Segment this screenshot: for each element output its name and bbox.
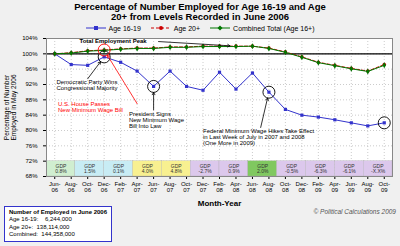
svg-text:84%: 84% — [25, 112, 38, 118]
svg-text:Apr-09: Apr-09 — [329, 181, 340, 193]
svg-text:92%: 92% — [25, 81, 38, 87]
svg-text:GDP0.9%: GDP0.9% — [228, 163, 240, 174]
html-text:Age 16-19: 6,244,000 Age 20+:: Age 16-19: 6,244,000 Age 20+: 138,114,00… — [9, 216, 75, 238]
svg-text:GDP-6.3%: GDP-6.3% — [314, 163, 328, 174]
svg-text:GDP2.0%: GDP2.0% — [257, 163, 269, 174]
svg-text:GDP4.8%: GDP4.8% — [171, 163, 183, 174]
svg-text:Oct-07: Oct-07 — [181, 181, 192, 193]
svg-text:GDP0.8%: GDP0.8% — [55, 163, 67, 174]
html-text:Age 16-19: Age 16-19 — [108, 24, 141, 32]
svg-text:Feb-07: Feb-07 — [114, 181, 126, 193]
svg-text:76%: 76% — [25, 143, 38, 149]
svg-text:96%: 96% — [25, 66, 38, 72]
html-text:Percentage of Number Employed: Percentage of Number Employed for Age 16… — [74, 1, 326, 23]
svg-text:100%: 100% — [22, 51, 38, 57]
svg-text:Month-Year: Month-Year — [198, 198, 242, 207]
svg-text:GDP-0.5%: GDP-0.5% — [285, 163, 299, 174]
svg-text:GDP-6.1%: GDP-6.1% — [343, 163, 357, 174]
svg-text:Democratic Party WinsCongressi: Democratic Party WinsCongressional Major… — [56, 79, 117, 91]
svg-text:Federal Minimum Wage Hikes Tak: Federal Minimum Wage Hikes Take Effectin… — [203, 128, 315, 146]
svg-text:Aug-09: Aug-09 — [361, 181, 374, 193]
svg-text:GDP-2.7%: GDP-2.7% — [199, 163, 213, 174]
svg-text:Oct-09: Oct-09 — [379, 181, 390, 193]
svg-text:Dec-06: Dec-06 — [98, 181, 111, 193]
svg-text:88%: 88% — [25, 97, 38, 103]
svg-text:80%: 80% — [25, 127, 38, 133]
svg-text:Aug-07: Aug-07 — [164, 181, 177, 193]
html-text:Age 20+: Age 20+ — [173, 24, 201, 32]
svg-text:GDP-X.X%: GDP-X.X% — [371, 163, 386, 174]
html-text:Number of Employed in June 200: Number of Employed in June 2006 — [9, 208, 107, 215]
svg-text:Jun-07: Jun-07 — [148, 181, 160, 193]
svg-text:Total Employment Peak: Total Employment Peak — [79, 37, 147, 44]
svg-text:Aug-06: Aug-06 — [65, 181, 78, 193]
svg-text:Jun-06: Jun-06 — [49, 181, 61, 193]
svg-text:Jun-09: Jun-09 — [345, 181, 357, 193]
svg-text:Oct-08: Oct-08 — [280, 181, 291, 193]
svg-text:Jun-08: Jun-08 — [247, 181, 259, 193]
html-text:© Political Calculations 2009: © Political Calculations 2009 — [313, 207, 396, 215]
svg-text:GDP0.1%: GDP0.1% — [113, 163, 125, 174]
svg-text:U.S. House PassesNew Minimum W: U.S. House PassesNew Minimum Wage Bill — [58, 101, 123, 113]
svg-text:68%: 68% — [25, 173, 38, 179]
svg-text:Aug-08: Aug-08 — [263, 181, 276, 193]
svg-text:GDP4.0%: GDP4.0% — [142, 163, 154, 174]
svg-text:GDP1.5%: GDP1.5% — [84, 163, 96, 174]
svg-text:Apr-07: Apr-07 — [131, 181, 142, 193]
svg-text:Dec-08: Dec-08 — [296, 181, 309, 193]
svg-text:Oct-06: Oct-06 — [82, 181, 93, 193]
svg-text:104%: 104% — [22, 35, 38, 41]
svg-text:72%: 72% — [25, 158, 38, 164]
svg-text:Feb-09: Feb-09 — [312, 181, 324, 193]
svg-text:Feb-08: Feb-08 — [213, 181, 225, 193]
svg-text:Apr-08: Apr-08 — [230, 181, 241, 193]
svg-text:President SignsNew Minimum Wag: President SignsNew Minimum WageBill Into… — [129, 110, 185, 128]
svg-text:Percentage of NumberEmployed i: Percentage of NumberEmployed in May 2006 — [3, 74, 18, 141]
html-text:Combined Total (Age 16+): Combined Total (Age 16+) — [233, 24, 315, 32]
svg-text:Dec-07: Dec-07 — [197, 181, 210, 193]
